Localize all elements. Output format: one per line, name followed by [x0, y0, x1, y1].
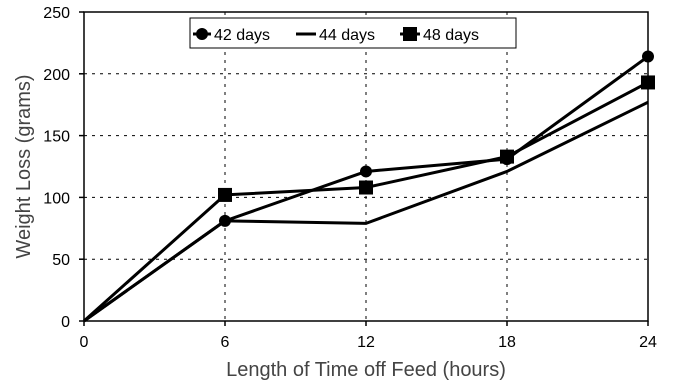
- legend-label-48-days: 48 days: [423, 27, 479, 44]
- y-tick-label: 150: [43, 129, 70, 146]
- y-axis-ticks: 0 50 100 150 200 250: [43, 5, 84, 331]
- data-point-48-days: [500, 149, 514, 164]
- x-tick-label: 12: [357, 334, 375, 351]
- legend-label-42-days: 42 days: [214, 27, 270, 44]
- y-tick-label: 0: [61, 314, 70, 331]
- legend: 42 days 44 days 48 days: [189, 17, 517, 49]
- series-line-44-days: [83, 100, 649, 323]
- x-tick-label: 6: [221, 334, 230, 351]
- y-axis-title: Weight Loss (grams): [13, 74, 35, 258]
- y-tick-label: 200: [43, 67, 70, 84]
- data-point-42-days: [642, 50, 654, 63]
- data-point-48-days: [359, 180, 373, 195]
- y-tick-label: 100: [43, 190, 70, 207]
- y-tick-label: 250: [43, 5, 70, 22]
- data-point-48-days: [218, 187, 232, 202]
- legend-box: [189, 17, 517, 49]
- data-point-48-days: [641, 75, 655, 90]
- data-point-42-days: [360, 165, 372, 178]
- data-point-42-days: [219, 214, 231, 227]
- x-tick-label: 18: [498, 334, 516, 351]
- y-tick-label: 50: [52, 252, 70, 269]
- legend-marker-42-days: [196, 28, 208, 40]
- legend-label-44-days: 44 days: [319, 27, 375, 44]
- series-markers: [218, 50, 655, 227]
- x-axis-ticks: 0 6 12 18 24: [80, 321, 657, 351]
- legend-marker-48-days: [403, 27, 417, 41]
- x-axis-title: Length of Time off Feed (hours): [226, 359, 506, 381]
- x-tick-label: 24: [639, 334, 657, 351]
- x-tick-label: 0: [80, 334, 89, 351]
